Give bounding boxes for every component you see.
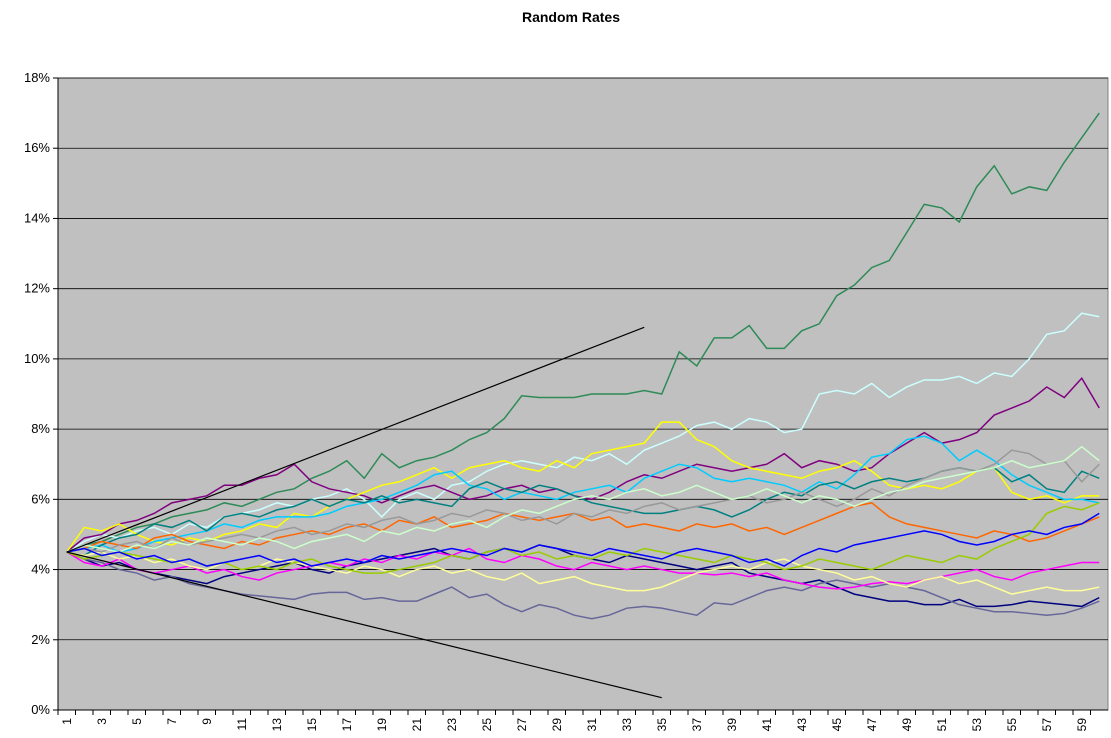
- x-tick-label: 17: [340, 718, 354, 732]
- x-tick-label: 55: [1005, 718, 1019, 732]
- x-tick-label: 25: [480, 718, 494, 732]
- y-tick-label: 12%: [24, 281, 50, 296]
- y-tick-label: 14%: [24, 210, 50, 225]
- y-tick-label: 8%: [31, 421, 50, 436]
- y-tick-label: 2%: [31, 632, 50, 647]
- series-line: [66, 445, 1100, 553]
- x-tick-label: 33: [620, 718, 634, 732]
- trend-line: [66, 551, 662, 699]
- x-tick-label: 41: [760, 718, 774, 732]
- y-tick-label: 0%: [31, 702, 50, 717]
- x-tick-label: 47: [865, 718, 879, 732]
- x-tick-label: 9: [200, 718, 214, 725]
- series-line: [66, 449, 1100, 553]
- x-tick-label: 31: [585, 718, 599, 732]
- x-tick-label: 7: [165, 718, 179, 725]
- x-tick-label: 1: [60, 718, 74, 725]
- y-tick-label: 18%: [24, 70, 50, 85]
- series-line: [66, 435, 1100, 553]
- y-tick-label: 6%: [31, 491, 50, 506]
- y-tick-label: 10%: [24, 351, 50, 366]
- x-tick-label: 5: [130, 718, 144, 725]
- x-tick-label: 15: [305, 718, 319, 732]
- x-tick-label: 39: [725, 718, 739, 732]
- x-tick-label: 35: [655, 718, 669, 732]
- x-tick-label: 49: [900, 718, 914, 732]
- trend-line: [66, 326, 645, 553]
- series-line: [66, 112, 1100, 553]
- y-tick-label: 4%: [31, 562, 50, 577]
- x-tick-label: 3: [95, 718, 109, 725]
- x-tick-label: 23: [445, 718, 459, 732]
- series-line: [66, 502, 1100, 553]
- chart-title: Random Rates: [522, 9, 620, 25]
- x-tick-label: 43: [795, 718, 809, 732]
- x-tick-label: 21: [410, 718, 424, 732]
- y-tick-label: 16%: [24, 140, 50, 155]
- x-tick-label: 57: [1040, 718, 1054, 732]
- x-tick-label: 29: [550, 718, 564, 732]
- series-line: [66, 502, 1100, 574]
- x-tick-label: 11: [235, 718, 249, 731]
- x-tick-label: 53: [970, 718, 984, 732]
- x-tick-label: 51: [935, 718, 949, 732]
- plot-area: [57, 77, 1109, 711]
- series-line: [66, 512, 1100, 567]
- series-line: [66, 421, 1100, 553]
- x-tick-label: 37: [690, 718, 704, 732]
- x-tick-label: 13: [270, 718, 284, 732]
- x-tick-label: 59: [1075, 718, 1089, 732]
- x-tick-label: 45: [830, 718, 844, 732]
- x-tick-label: 19: [375, 718, 389, 732]
- x-tick-label: 27: [515, 718, 529, 732]
